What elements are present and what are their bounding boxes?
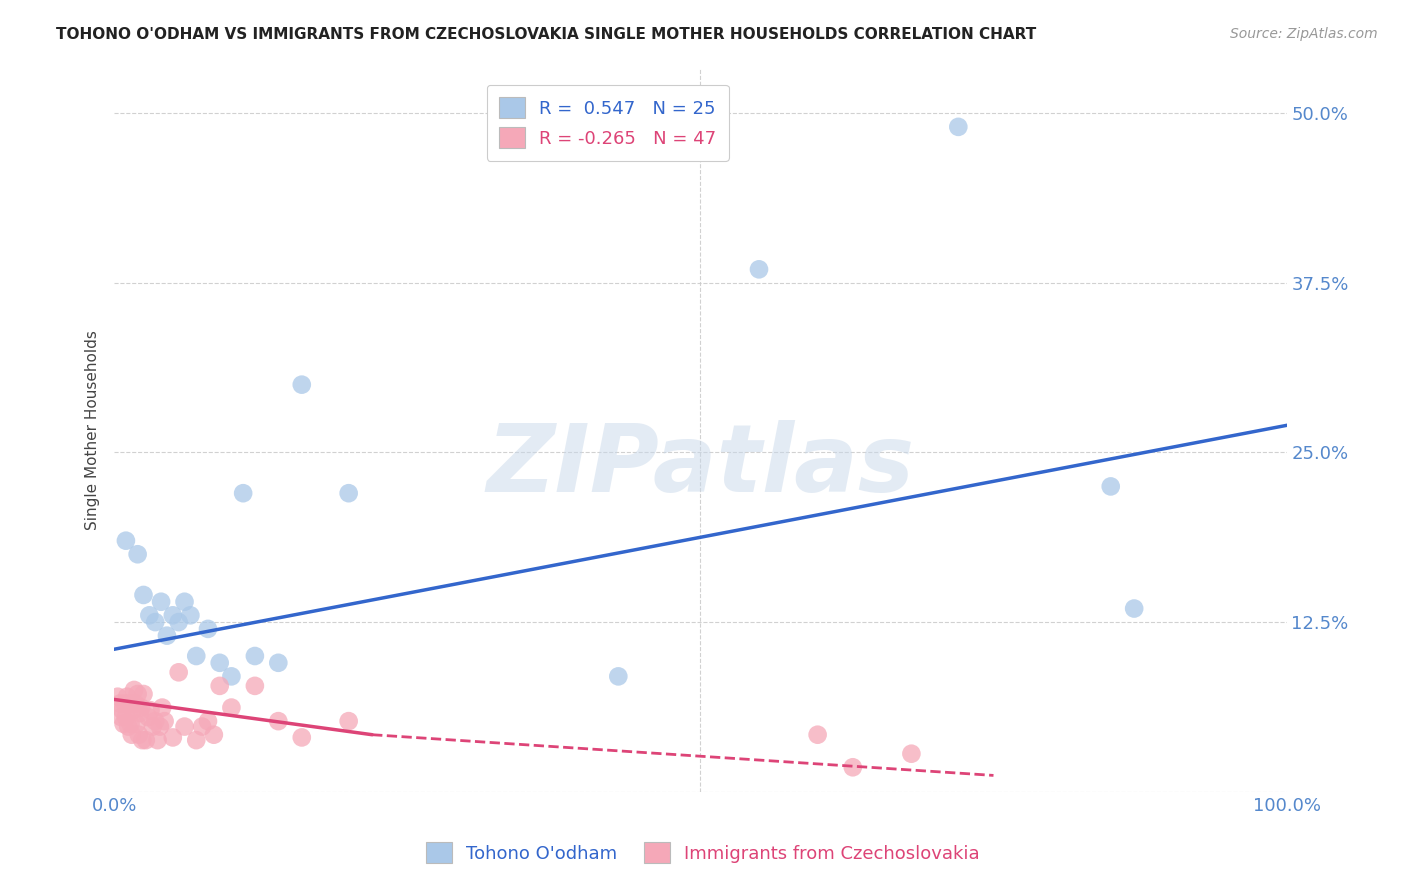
Point bbox=[115, 710, 138, 724]
Point bbox=[150, 595, 173, 609]
Point bbox=[127, 687, 149, 701]
Point bbox=[842, 760, 865, 774]
Point bbox=[162, 608, 184, 623]
Point bbox=[108, 697, 131, 711]
Point bbox=[143, 714, 166, 728]
Point bbox=[291, 731, 314, 745]
Point bbox=[197, 714, 219, 728]
Text: Source: ZipAtlas.com: Source: ZipAtlas.com bbox=[1230, 27, 1378, 41]
Point bbox=[132, 588, 155, 602]
Point bbox=[807, 728, 830, 742]
Point bbox=[132, 687, 155, 701]
Point bbox=[142, 720, 165, 734]
Point bbox=[111, 703, 134, 717]
Point bbox=[208, 656, 231, 670]
Point bbox=[129, 700, 152, 714]
Point bbox=[129, 706, 152, 720]
Point bbox=[232, 486, 254, 500]
Point bbox=[173, 720, 195, 734]
Point bbox=[337, 486, 360, 500]
Point bbox=[607, 669, 630, 683]
Point bbox=[191, 720, 214, 734]
Point bbox=[149, 720, 172, 734]
Point bbox=[122, 703, 145, 717]
Point bbox=[110, 710, 132, 724]
Point bbox=[167, 665, 190, 680]
Text: TOHONO O'ODHAM VS IMMIGRANTS FROM CZECHOSLOVAKIA SINGLE MOTHER HOUSEHOLDS CORREL: TOHONO O'ODHAM VS IMMIGRANTS FROM CZECHO… bbox=[56, 27, 1036, 42]
Point bbox=[107, 690, 129, 704]
Point bbox=[124, 697, 146, 711]
Point bbox=[186, 733, 208, 747]
Point bbox=[208, 679, 231, 693]
Point bbox=[267, 656, 290, 670]
Point bbox=[135, 733, 157, 747]
Point bbox=[143, 615, 166, 629]
Point bbox=[173, 595, 195, 609]
Point bbox=[1099, 479, 1122, 493]
Point bbox=[120, 717, 142, 731]
Point bbox=[115, 533, 138, 548]
Text: ZIPatlas: ZIPatlas bbox=[486, 420, 914, 512]
Point bbox=[115, 690, 138, 704]
Point bbox=[1123, 601, 1146, 615]
Y-axis label: Single Mother Households: Single Mother Households bbox=[86, 330, 100, 530]
Point bbox=[153, 714, 176, 728]
Point bbox=[138, 608, 160, 623]
Point bbox=[186, 648, 208, 663]
Point bbox=[136, 710, 159, 724]
Point bbox=[197, 622, 219, 636]
Point bbox=[243, 679, 266, 693]
Point bbox=[267, 714, 290, 728]
Legend: R =  0.547   N = 25, R = -0.265   N = 47: R = 0.547 N = 25, R = -0.265 N = 47 bbox=[486, 85, 728, 161]
Legend: Tohono O'odham, Immigrants from Czechoslovakia: Tohono O'odham, Immigrants from Czechosl… bbox=[416, 831, 990, 874]
Point bbox=[291, 377, 314, 392]
Point bbox=[125, 717, 148, 731]
Point bbox=[179, 608, 201, 623]
Point bbox=[139, 703, 162, 717]
Point bbox=[948, 120, 970, 134]
Point bbox=[221, 669, 243, 683]
Point bbox=[167, 615, 190, 629]
Point bbox=[117, 720, 139, 734]
Point bbox=[146, 733, 169, 747]
Point bbox=[114, 697, 136, 711]
Point bbox=[112, 717, 135, 731]
Point bbox=[150, 700, 173, 714]
Point bbox=[243, 648, 266, 663]
Point bbox=[748, 262, 770, 277]
Point bbox=[118, 697, 141, 711]
Point bbox=[900, 747, 922, 761]
Point bbox=[162, 731, 184, 745]
Point bbox=[131, 733, 153, 747]
Point bbox=[156, 629, 179, 643]
Point bbox=[128, 728, 150, 742]
Point bbox=[202, 728, 225, 742]
Point bbox=[221, 700, 243, 714]
Point bbox=[122, 682, 145, 697]
Point bbox=[121, 728, 143, 742]
Point bbox=[127, 547, 149, 561]
Point bbox=[337, 714, 360, 728]
